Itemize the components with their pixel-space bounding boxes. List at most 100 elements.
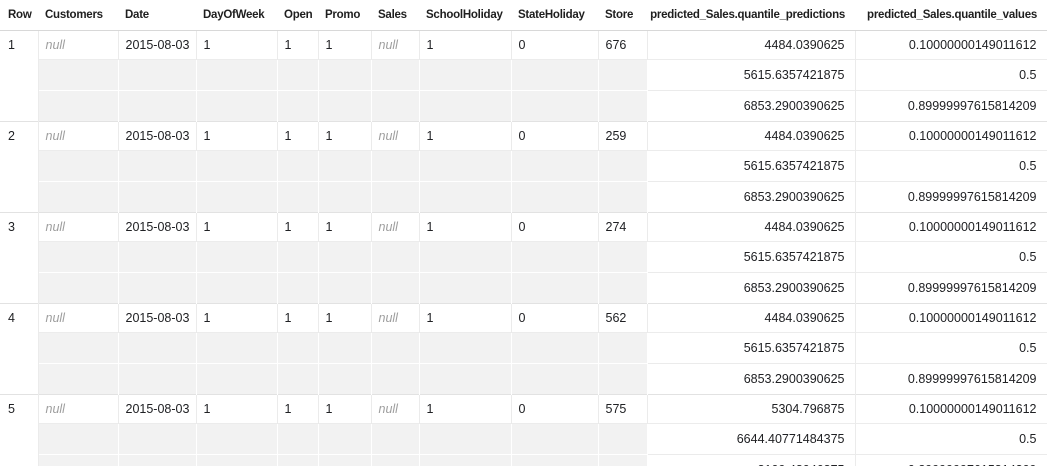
- cell-quantile-prediction: 6853.2900390625: [647, 363, 856, 395]
- empty-cell: [371, 454, 420, 466]
- column-header-quantile-values: predicted_Sales.quantile_values: [855, 0, 1047, 31]
- cell-open: 1: [277, 30, 319, 60]
- cell-school-holiday: 1: [419, 394, 512, 424]
- empty-cell: [511, 454, 599, 466]
- empty-cell: [598, 181, 648, 213]
- empty-cell: [419, 181, 512, 213]
- cell-store: 575: [598, 394, 648, 424]
- cell-quantile-prediction: 5615.6357421875: [647, 59, 856, 91]
- empty-cell: [38, 59, 119, 91]
- cell-customers: null: [38, 212, 119, 242]
- row-number-cell: 5: [0, 394, 39, 466]
- column-header-school-holiday: SchoolHoliday: [419, 0, 511, 31]
- empty-cell: [196, 59, 278, 91]
- cell-state-holiday: 0: [511, 30, 599, 60]
- empty-cell: [38, 90, 119, 122]
- empty-cell: [511, 423, 599, 455]
- empty-cell: [118, 150, 197, 182]
- empty-cell: [419, 332, 512, 364]
- table-row: 5615.6357421875 0.5: [0, 332, 1047, 364]
- empty-cell: [196, 272, 278, 304]
- row-number-cell: 4: [0, 303, 39, 395]
- column-header-date: Date: [118, 0, 196, 31]
- empty-cell: [118, 332, 197, 364]
- empty-cell: [38, 332, 119, 364]
- empty-cell: [38, 363, 119, 395]
- empty-cell: [511, 90, 599, 122]
- empty-cell: [196, 332, 278, 364]
- empty-cell: [318, 150, 372, 182]
- cell-date: 2015-08-03: [118, 394, 197, 424]
- cell-quantile-prediction: 4484.0390625: [647, 303, 856, 333]
- empty-cell: [419, 90, 512, 122]
- cell-open: 1: [277, 212, 319, 242]
- cell-quantile-value: 0.10000000149011612: [855, 212, 1047, 242]
- table-row: 6853.2900390625 0.89999997615814209: [0, 90, 1047, 122]
- cell-day-of-week: 1: [196, 30, 278, 60]
- cell-state-holiday: 0: [511, 394, 599, 424]
- column-header-promo: Promo: [318, 0, 371, 31]
- cell-quantile-prediction: 8109.48046875: [647, 454, 856, 466]
- cell-quantile-value: 0.10000000149011612: [855, 121, 1047, 151]
- empty-cell: [318, 454, 372, 466]
- empty-cell: [196, 90, 278, 122]
- empty-cell: [196, 181, 278, 213]
- empty-cell: [371, 332, 420, 364]
- cell-quantile-value: 0.5: [855, 150, 1047, 182]
- cell-date: 2015-08-03: [118, 121, 197, 151]
- empty-cell: [118, 454, 197, 466]
- cell-sales: null: [371, 30, 420, 60]
- cell-quantile-prediction: 6853.2900390625: [647, 272, 856, 304]
- cell-day-of-week: 1: [196, 121, 278, 151]
- row-number-cell: 1: [0, 30, 39, 122]
- empty-cell: [38, 423, 119, 455]
- empty-cell: [598, 90, 648, 122]
- cell-promo: 1: [318, 212, 372, 242]
- empty-cell: [118, 90, 197, 122]
- empty-cell: [419, 150, 512, 182]
- column-header-state-holiday: StateHoliday: [511, 0, 598, 31]
- empty-cell: [277, 150, 319, 182]
- cell-school-holiday: 1: [419, 212, 512, 242]
- cell-promo: 1: [318, 30, 372, 60]
- cell-date: 2015-08-03: [118, 303, 197, 333]
- cell-quantile-prediction: 5615.6357421875: [647, 332, 856, 364]
- empty-cell: [598, 332, 648, 364]
- empty-cell: [277, 181, 319, 213]
- cell-school-holiday: 1: [419, 30, 512, 60]
- empty-cell: [318, 59, 372, 91]
- empty-cell: [419, 363, 512, 395]
- cell-store: 274: [598, 212, 648, 242]
- cell-sales: null: [371, 303, 420, 333]
- cell-day-of-week: 1: [196, 212, 278, 242]
- cell-promo: 1: [318, 121, 372, 151]
- cell-quantile-prediction: 5615.6357421875: [647, 241, 856, 273]
- empty-cell: [318, 90, 372, 122]
- column-header-sales: Sales: [371, 0, 419, 31]
- empty-cell: [371, 241, 420, 273]
- table-row: 6644.40771484375 0.5: [0, 423, 1047, 455]
- empty-cell: [598, 423, 648, 455]
- cell-quantile-value: 0.5: [855, 423, 1047, 455]
- column-header-customers: Customers: [38, 0, 118, 31]
- empty-cell: [38, 181, 119, 213]
- empty-cell: [511, 181, 599, 213]
- empty-cell: [277, 454, 319, 466]
- cell-sales: null: [371, 212, 420, 242]
- empty-cell: [118, 423, 197, 455]
- cell-customers: null: [38, 303, 119, 333]
- cell-store: 259: [598, 121, 648, 151]
- empty-cell: [598, 454, 648, 466]
- empty-cell: [419, 241, 512, 273]
- empty-cell: [371, 272, 420, 304]
- cell-open: 1: [277, 121, 319, 151]
- empty-cell: [196, 150, 278, 182]
- cell-quantile-value: 0.89999997615814209: [855, 454, 1047, 466]
- empty-cell: [277, 59, 319, 91]
- empty-cell: [511, 241, 599, 273]
- cell-quantile-prediction: 6644.40771484375: [647, 423, 856, 455]
- cell-date: 2015-08-03: [118, 212, 197, 242]
- empty-cell: [511, 272, 599, 304]
- row-number-cell: 2: [0, 121, 39, 213]
